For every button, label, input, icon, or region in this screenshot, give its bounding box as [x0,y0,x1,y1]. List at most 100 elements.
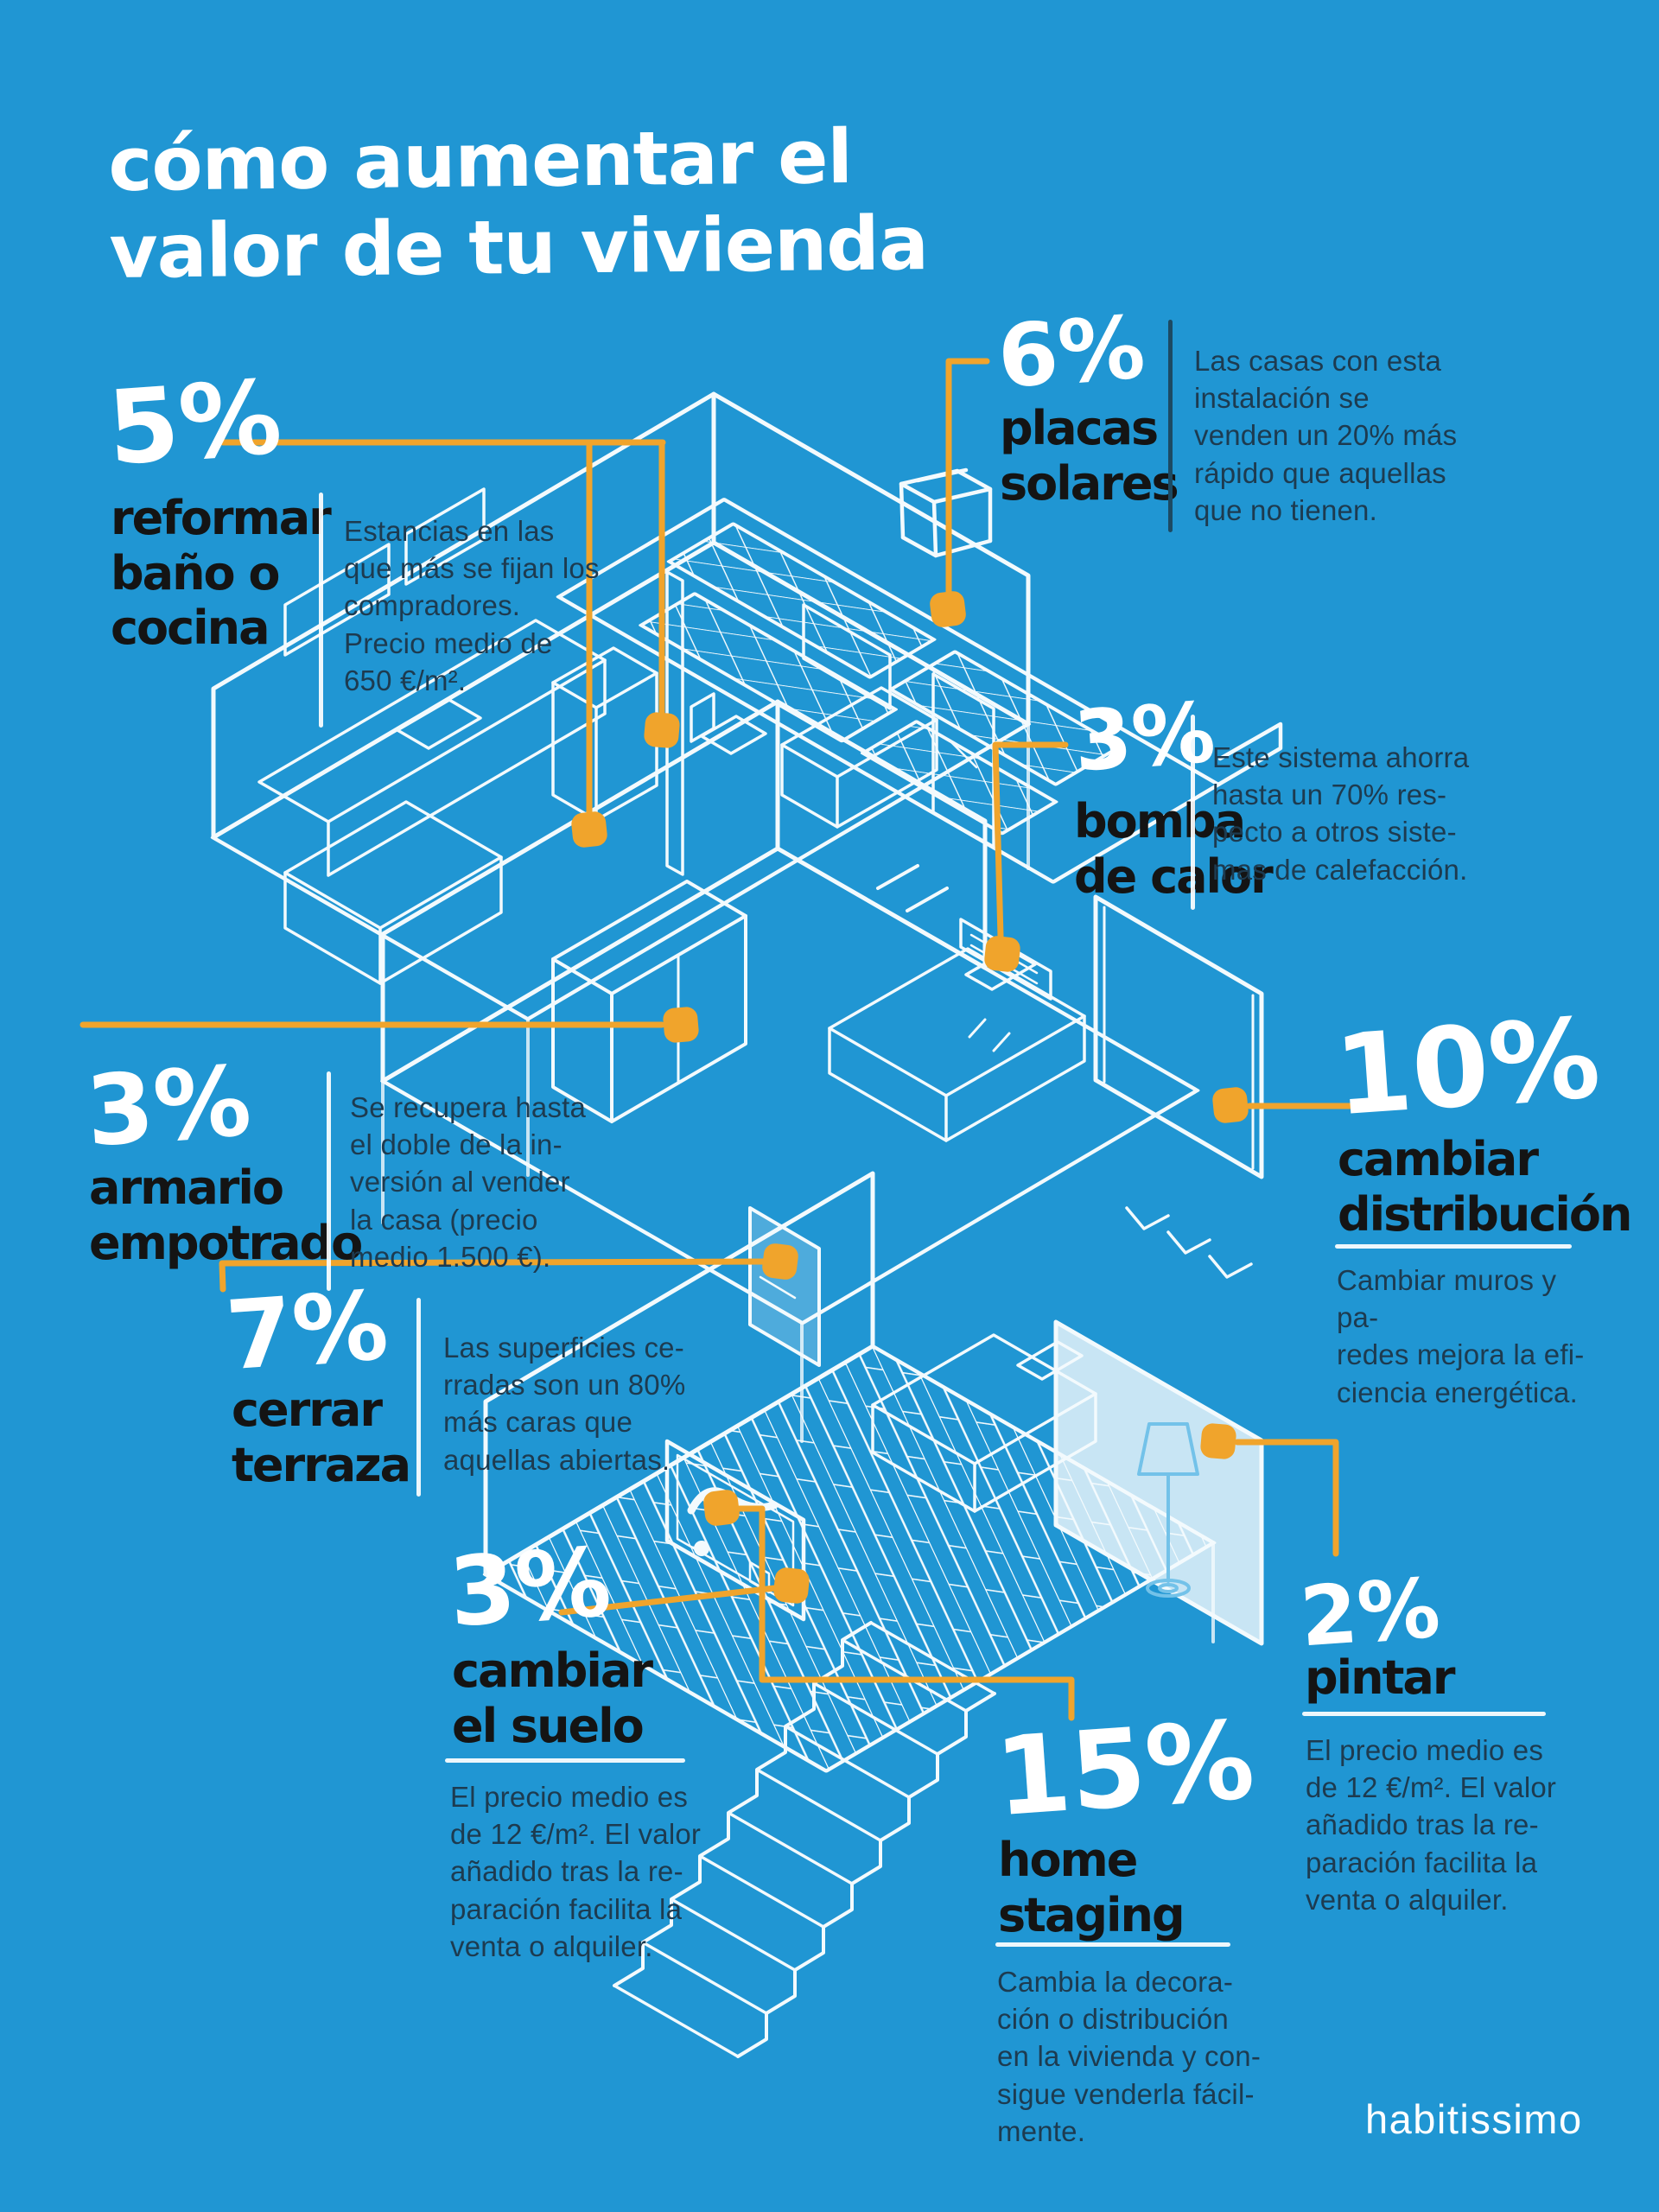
text-line: Este sistema ahorra [1212,741,1470,773]
text-line: instalación se [1194,382,1370,415]
divider-line [1302,1712,1546,1716]
text-line: mas de calefacción. [1212,853,1468,886]
text-line: Las casas con esta [1194,345,1442,377]
text-line: que más se fijan los [344,552,600,585]
text-line: rápido que aquellas [1194,456,1446,489]
heat-pump-icon [959,918,1052,1052]
chimney-icon [899,467,993,558]
text-line: el suelo [452,1698,645,1753]
divider-line [416,1298,421,1497]
callout-cerrar-terraza: 7% cerrar terraza Las superficies ce-rrad… [223,1270,693,1525]
callout-label: cambiar distribución [1338,1132,1632,1242]
percent-value: 6% [995,296,1148,408]
title-line-2: valor de tu vivienda [109,200,929,296]
dot-bathroom [644,712,680,748]
percent-value: 3% [82,1045,255,1169]
text-line: cerrar [232,1382,383,1437]
text-line: empotrado [89,1215,363,1270]
text-line: medio 1.500 €). [350,1240,551,1273]
text-line: versión al vender [350,1166,570,1198]
callout-cambiar-el-suelo: 3% cambiar el suelo El precio medio es de … [445,1527,713,1962]
text-line: que no tienen. [1194,493,1377,526]
callout-label: armario empotrado [89,1160,363,1270]
text-line: distribución [1338,1186,1632,1242]
dot-kitchen [571,811,607,848]
text-line: pecto a otros siste- [1212,816,1457,849]
text-line: Las superficies ce- [443,1332,684,1363]
callout-description: Cambiar muros y pa-redes mejora la efi-c… [1337,1262,1603,1411]
text-line: venden un 20% más [1194,419,1458,452]
text-line: paración facilita la [1306,1846,1538,1878]
solar-panel [639,592,899,743]
text-line: la casa (precio [350,1203,538,1236]
text-line: más caras que [443,1406,633,1439]
callout-description: Este sistema ahorra hasta un 70% res-pect… [1212,739,1469,888]
text-line: compradores. [344,589,521,622]
callout-label: cambiar el suelo [452,1643,653,1753]
callout-home-staging: 15% home staging Cambia la decora-ción o … [991,1698,1272,2147]
dot-solar [930,591,966,627]
percent-value: 15% [991,1697,1258,1841]
solar-panel [666,522,937,679]
text-line: home [998,1833,1138,1887]
divider-line [1191,715,1195,910]
callout-description: Las superficies ce-rradas son un 80% más … [443,1329,685,1478]
dot-terrace [762,1243,798,1280]
percent-value: 7% [222,1269,392,1392]
text-line: el doble de la in- [350,1128,563,1161]
callout-label: placas solares [1000,401,1179,511]
percent-value: 3% [445,1526,615,1649]
text-line: rradas son un 80% [443,1369,686,1402]
terrace-glass-door [748,1206,821,1367]
callout-label: cerrar terraza [232,1382,411,1492]
text-line: aquellas abiertas. [443,1443,671,1476]
text-line: staging [998,1887,1185,1942]
shower-glass [931,672,995,849]
divider-line [995,1942,1230,1947]
divider-line [327,1071,331,1291]
text-line: cambiar [1338,1132,1539,1186]
dot-heat-pump [984,936,1020,972]
text-line: placas [1000,401,1159,455]
text-line: hasta un 70% res- [1212,779,1447,811]
divider-line [1168,320,1173,532]
text-line: añadido tras la re- [450,1855,683,1888]
dot-floor [773,1567,810,1604]
text-line: en la vivienda y con- [997,2040,1262,2073]
callout-label: pintar [1305,1650,1455,1706]
text-line: El precio medio es [1306,1734,1544,1766]
callout-cambiar-distribucion: 10% cambiar distribución Cambiar muros y … [1331,994,1632,1408]
dot-wardrobe [663,1007,699,1043]
text-line: bomba [1074,794,1246,849]
text-line: pintar [1305,1650,1455,1705]
percent-value: 3% [1071,683,1218,791]
callout-description: Estancias en las que más se fijan los comp… [344,512,600,699]
mirror [802,603,892,710]
solar-panel [860,720,1058,836]
connector-pintar [1234,1439,1339,1557]
callout-armario-empotrado: 3% armario empotrado Se recupera hasta el … [83,1046,605,1318]
divider-line [319,493,323,728]
callout-description: El precio medio es de 12 €/m². El valor añ… [450,1778,701,1965]
text-line: armario [89,1160,284,1215]
dot-wall [1212,1087,1249,1123]
percent-value: 10% [1331,994,1605,1141]
text-line: 650 €/m². [344,664,467,696]
text-line: Cambia la decora- [997,1966,1234,1998]
sofa-bed [871,1333,1097,1513]
callout-pintar: 2% pintar El precio medio es de 12 €/m². … [1297,1561,1577,1916]
text-line: solares [1000,455,1179,511]
callout-description: El precio medio es de 12 €/m². El valor añ… [1306,1732,1556,1918]
text-line: Se recupera hasta [350,1091,587,1123]
callout-description: Cambia la decora-ción o distribución en l… [997,1963,1261,2150]
text-line: Cambiar muros y pa- [1337,1264,1557,1334]
divider-line [1335,1244,1572,1249]
callout-bomba-de-calor: 3% bomba de calor Este sistema ahorra hast… [1071,683,1558,929]
connector-bomba [992,741,1069,940]
text-line: de calor [1074,849,1274,904]
toilet-icon [700,715,767,755]
text-line: terraza [232,1437,411,1492]
dot-painted-wall [1200,1423,1236,1459]
text-line: de 12 €/m². El valor [1306,1771,1557,1804]
